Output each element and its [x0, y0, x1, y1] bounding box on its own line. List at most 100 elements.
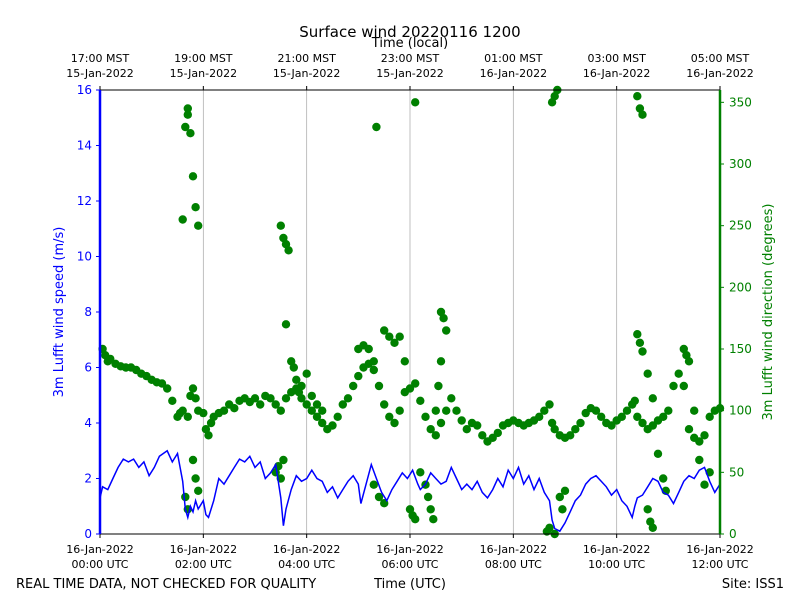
direction-point — [411, 515, 420, 524]
direction-point — [695, 437, 704, 446]
grid — [99, 90, 721, 534]
direction-point — [276, 221, 285, 230]
top-tick-label: 03:00 MST — [587, 52, 646, 65]
right-axis-label: 3m Lufft wind direction (degrees) — [761, 204, 776, 421]
x-tick-label: 08:00 UTC — [485, 558, 542, 571]
direction-point — [416, 396, 425, 405]
speed-series — [99, 449, 721, 533]
x-tick-label: 06:00 UTC — [381, 558, 438, 571]
direction-point — [535, 412, 544, 421]
x-tick-label: 02:00 UTC — [175, 558, 232, 571]
left-tick-label: 6 — [84, 361, 92, 375]
right-tick-label: 150 — [729, 342, 752, 356]
direction-point — [395, 406, 404, 415]
direction-point — [416, 468, 425, 477]
direction-point — [250, 394, 260, 403]
x-tick-label: 16-Jan-2022 — [273, 543, 341, 556]
direction-point — [669, 381, 678, 391]
direction-point — [374, 381, 384, 391]
direction-point — [684, 357, 694, 366]
direction-point — [635, 338, 645, 347]
x-tick-label: 04:00 UTC — [278, 558, 335, 571]
direction-point — [426, 505, 435, 514]
right-tick-label: 350 — [729, 95, 752, 109]
direction-point — [457, 416, 466, 425]
direction-point — [390, 338, 399, 347]
direction-point — [199, 408, 208, 418]
direction-point — [442, 326, 451, 335]
direction-point — [372, 122, 381, 132]
left-tick-label: 2 — [84, 472, 92, 486]
right-tick-label: 0 — [729, 527, 737, 541]
direction-point — [439, 314, 448, 323]
direction-point — [452, 406, 461, 415]
direction-point — [648, 421, 657, 430]
top-tick-label: 16-Jan-2022 — [686, 67, 754, 80]
direction-point — [643, 505, 652, 514]
direction-point — [400, 357, 409, 366]
direction-point — [638, 110, 647, 119]
direction-point — [380, 400, 389, 409]
direction-point — [183, 412, 192, 421]
direction-point — [395, 332, 404, 341]
direction-point — [163, 384, 172, 393]
direction-point — [679, 381, 688, 391]
direction-point — [338, 400, 347, 409]
direction-point — [411, 98, 420, 107]
direction-point — [292, 375, 301, 384]
direction-point — [374, 492, 384, 502]
direction-point — [183, 110, 192, 119]
x-tick-label: 16-Jan-2022 — [170, 543, 238, 556]
direction-point — [328, 421, 337, 430]
direction-point — [591, 406, 601, 415]
direction-point — [271, 400, 280, 409]
direction-point — [380, 326, 389, 335]
direction-series — [98, 85, 725, 539]
top-tick-label: 16-Jan-2022 — [583, 67, 651, 80]
direction-point — [560, 486, 570, 495]
left-tick-label: 0 — [84, 527, 92, 541]
direction-point — [369, 357, 378, 366]
direction-point — [447, 394, 456, 403]
direction-point — [473, 421, 482, 430]
direction-point — [302, 400, 311, 409]
top-tick-label: 19:00 MST — [174, 52, 233, 65]
direction-point — [633, 330, 642, 339]
direction-point — [230, 404, 239, 413]
direction-point — [191, 474, 200, 483]
direction-point — [168, 396, 177, 405]
x-tick-label: 16-Jan-2022 — [686, 543, 754, 556]
x-tick-label: 16-Jan-2022 — [480, 543, 548, 556]
direction-point — [545, 523, 554, 532]
left-tick-label: 4 — [84, 416, 92, 430]
direction-point — [194, 221, 203, 230]
direction-point — [411, 379, 420, 388]
top-tick-label: 15-Jan-2022 — [66, 67, 134, 80]
top-tick-label: 21:00 MST — [277, 52, 336, 65]
right-tick-label: 300 — [729, 157, 752, 171]
quality-disclaimer: REAL TIME DATA, NOT CHECKED FOR QUALITY — [16, 577, 316, 592]
direction-point — [555, 492, 564, 502]
top-tick-label: 23:00 MST — [381, 52, 440, 65]
direction-point — [597, 412, 606, 421]
direction-point — [540, 406, 549, 415]
direction-point — [633, 412, 642, 421]
direction-point — [188, 172, 198, 181]
x-tick-label: 16-Jan-2022 — [583, 543, 651, 556]
direction-point — [690, 406, 699, 415]
direction-point — [369, 480, 378, 489]
top-axis-label: Time (local) — [371, 36, 448, 51]
direction-point — [478, 431, 487, 440]
direction-point — [312, 400, 322, 409]
x-tick-label: 16-Jan-2022 — [66, 543, 134, 556]
direction-point — [266, 394, 275, 403]
direction-point — [349, 381, 358, 391]
right-tick-label: 200 — [729, 280, 752, 294]
direction-point — [343, 394, 353, 403]
top-tick-label: 05:00 MST — [691, 52, 750, 65]
x-tick-label: 10:00 UTC — [588, 558, 645, 571]
direction-point — [157, 379, 167, 388]
direction-point — [545, 400, 554, 409]
direction-point — [297, 381, 306, 391]
